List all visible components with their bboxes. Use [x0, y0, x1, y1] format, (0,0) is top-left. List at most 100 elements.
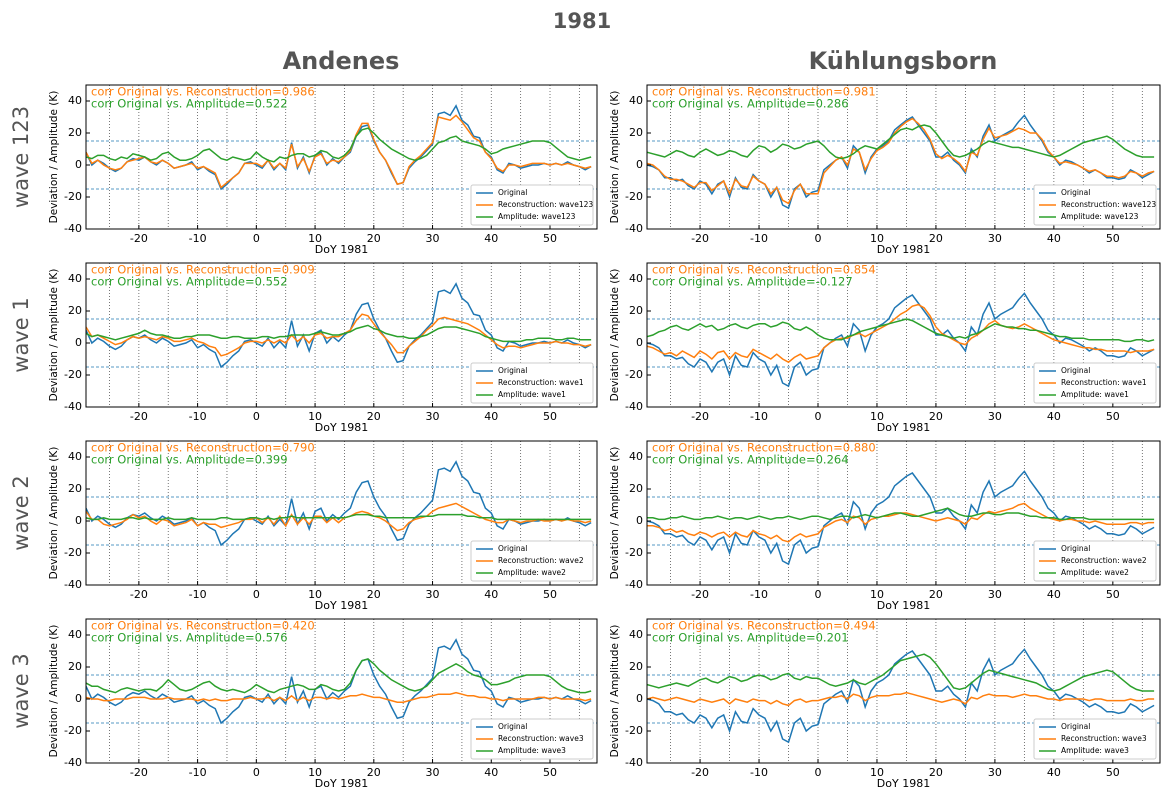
legend-label: Amplitude: wave2: [498, 568, 566, 577]
x-tick-label: 20: [929, 410, 943, 423]
y-tick-label: 40: [629, 94, 643, 107]
x-tick-label: 20: [367, 588, 381, 601]
x-tick-label: 0: [815, 588, 822, 601]
x-axis-label: DoY 1981: [877, 599, 930, 612]
y-axis-label: Deviation / Amplitude (K): [48, 269, 60, 402]
legend-label: Reconstruction: wave1: [1061, 378, 1147, 387]
row-label: wave 3: [9, 653, 33, 728]
data-line: [647, 292, 1155, 388]
x-tick-label: 50: [543, 766, 557, 779]
annotation: corr Original vs. Reconstruction=0.420: [91, 619, 315, 633]
x-tick-label: -20: [130, 232, 148, 245]
y-tick-label: 40: [68, 272, 82, 285]
data-area: [647, 114, 1155, 210]
x-tick-label: 20: [929, 766, 943, 779]
x-tick-label: 30: [988, 588, 1002, 601]
data-area: [86, 638, 592, 725]
y-tick-label: -20: [625, 190, 643, 203]
data-line: [647, 507, 1155, 521]
data-area: [647, 470, 1155, 566]
data-line: [86, 282, 592, 369]
y-tick-label: 40: [68, 450, 82, 463]
y-tick-label: -40: [625, 400, 643, 413]
annotation: corr Original vs. Reconstruction=0.854: [652, 263, 876, 277]
x-tick-label: 0: [253, 766, 260, 779]
axes-frame: [646, 84, 1161, 230]
axes-frame: [646, 618, 1161, 764]
legend-label: Amplitude: wave3: [1061, 746, 1129, 755]
y-tick-label: 40: [68, 94, 82, 107]
data-area: [647, 292, 1155, 388]
x-tick-label: -20: [130, 410, 148, 423]
y-tick-label: 40: [68, 628, 82, 641]
x-tick-label: 20: [367, 410, 381, 423]
data-line: [86, 313, 592, 357]
legend-box: [470, 718, 594, 760]
x-tick-label: 20: [367, 232, 381, 245]
y-tick-label: 0: [75, 514, 82, 527]
y-tick-label: -20: [625, 724, 643, 737]
y-axis-label: Deviation / Amplitude (K): [609, 447, 621, 580]
x-tick-label: 0: [253, 410, 260, 423]
legend-label: Amplitude: wave123: [498, 212, 576, 221]
x-axis-label: DoY 1981: [315, 777, 368, 790]
y-tick-label: -40: [64, 222, 82, 235]
x-tick-label: -10: [189, 588, 207, 601]
y-tick-label: -40: [625, 578, 643, 591]
legend-label: Reconstruction: wave2: [1061, 556, 1147, 565]
x-tick-label: -10: [189, 232, 207, 245]
x-tick-label: 0: [815, 232, 822, 245]
x-tick-label: 10: [870, 410, 884, 423]
annotation: corr Original vs. Amplitude=0.576: [91, 631, 288, 645]
y-axis-label: Deviation / Amplitude (K): [609, 91, 621, 224]
legend-box: [1033, 362, 1157, 404]
data-line: [86, 502, 592, 532]
data-area: [86, 460, 592, 547]
x-tick-label: 30: [426, 410, 440, 423]
legend-label: Original: [498, 366, 527, 375]
x-tick-label: 0: [815, 410, 822, 423]
x-tick-label: -20: [691, 232, 709, 245]
row-label: wave 123: [9, 106, 33, 208]
axes-frame: [85, 262, 598, 408]
x-tick-label: 40: [484, 232, 498, 245]
annotation: corr Original vs. Amplitude=-0.127: [652, 275, 853, 289]
x-tick-label: 0: [815, 766, 822, 779]
x-tick-label: 20: [929, 588, 943, 601]
subplot: -40 -20 0 20 40 -20 -10 0 10 20 30 40 50 DoY 1981 Devi…: [609, 262, 1161, 434]
y-tick-label: 0: [75, 158, 82, 171]
x-tick-label: 30: [988, 410, 1002, 423]
x-axis-label: DoY 1981: [877, 421, 930, 434]
subplot: -40 -20 0 20 40 -20 -10 0 10 20 30 40 50 DoY 1981 Devi…: [609, 84, 1161, 256]
column-title: Andenes: [283, 47, 400, 75]
y-tick-label: 0: [75, 692, 82, 705]
y-tick-label: -20: [64, 190, 82, 203]
x-axis-label: DoY 1981: [315, 421, 368, 434]
x-tick-label: 40: [1047, 588, 1061, 601]
legend-box: [470, 362, 594, 404]
x-tick-label: 0: [253, 588, 260, 601]
y-tick-label: -40: [64, 756, 82, 769]
x-tick-label: -20: [691, 766, 709, 779]
data-line: [86, 114, 592, 189]
y-axis-label: Deviation / Amplitude (K): [609, 625, 621, 758]
legend-label: Reconstruction: wave123: [498, 200, 593, 209]
row-label: wave 2: [9, 475, 33, 550]
data-line: [647, 124, 1155, 160]
axes-frame: [85, 440, 598, 586]
x-tick-label: 0: [253, 232, 260, 245]
data-line: [647, 318, 1155, 343]
y-tick-label: 20: [68, 304, 82, 317]
annotation: corr Original vs. Amplitude=0.552: [91, 275, 288, 289]
y-tick-label: -40: [64, 578, 82, 591]
data-line: [86, 460, 592, 547]
x-tick-label: 40: [1047, 232, 1061, 245]
x-tick-label: -20: [130, 588, 148, 601]
x-tick-label: 20: [929, 232, 943, 245]
subplot: -40 -20 0 20 40 -20 -10 0 10 20 30 40 50 DoY 1981 Devi…: [609, 440, 1161, 612]
legend-box: [470, 540, 594, 582]
y-axis-label: Deviation / Amplitude (K): [48, 625, 60, 758]
axes-frame: [85, 618, 598, 764]
y-tick-label: 0: [75, 336, 82, 349]
data-area: [647, 648, 1155, 744]
